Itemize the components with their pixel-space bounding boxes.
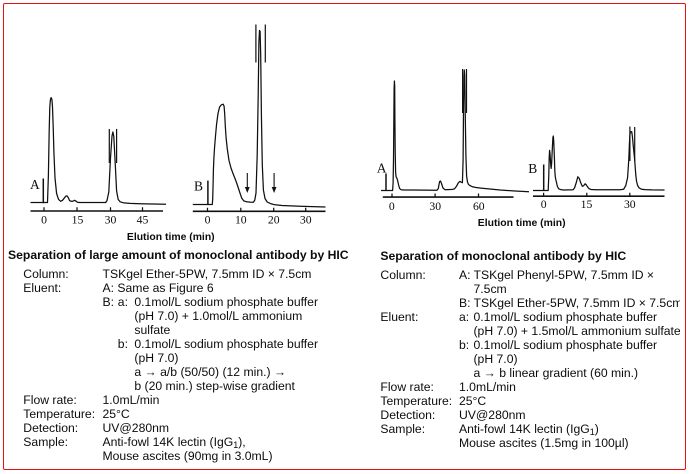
svg-text:60: 60	[473, 200, 485, 213]
svg-text:10: 10	[235, 213, 247, 226]
svg-text:0: 0	[41, 213, 47, 226]
svg-text:B: B	[528, 161, 537, 176]
svg-text:30: 30	[300, 213, 312, 226]
svg-text:A: A	[30, 177, 40, 192]
svg-text:45: 45	[137, 213, 149, 226]
svg-text:15: 15	[72, 213, 84, 226]
svg-text:30: 30	[105, 213, 117, 226]
svg-text:0: 0	[205, 213, 211, 226]
svg-text:20: 20	[268, 213, 280, 226]
svg-text:30: 30	[429, 200, 441, 213]
svg-text:30: 30	[624, 198, 636, 211]
svg-text:A: A	[377, 160, 387, 175]
svg-text:0: 0	[389, 200, 395, 213]
svg-text:15: 15	[581, 198, 593, 211]
svg-text:0: 0	[541, 198, 547, 211]
svg-text:B: B	[194, 179, 203, 194]
